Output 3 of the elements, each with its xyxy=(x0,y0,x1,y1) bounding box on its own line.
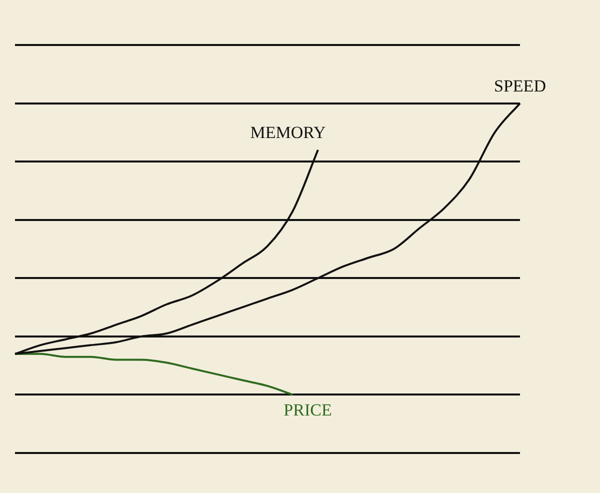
series-label: PRICE xyxy=(284,400,332,420)
series-label: MEMORY xyxy=(250,122,326,142)
series-label: SPEED xyxy=(494,76,546,96)
